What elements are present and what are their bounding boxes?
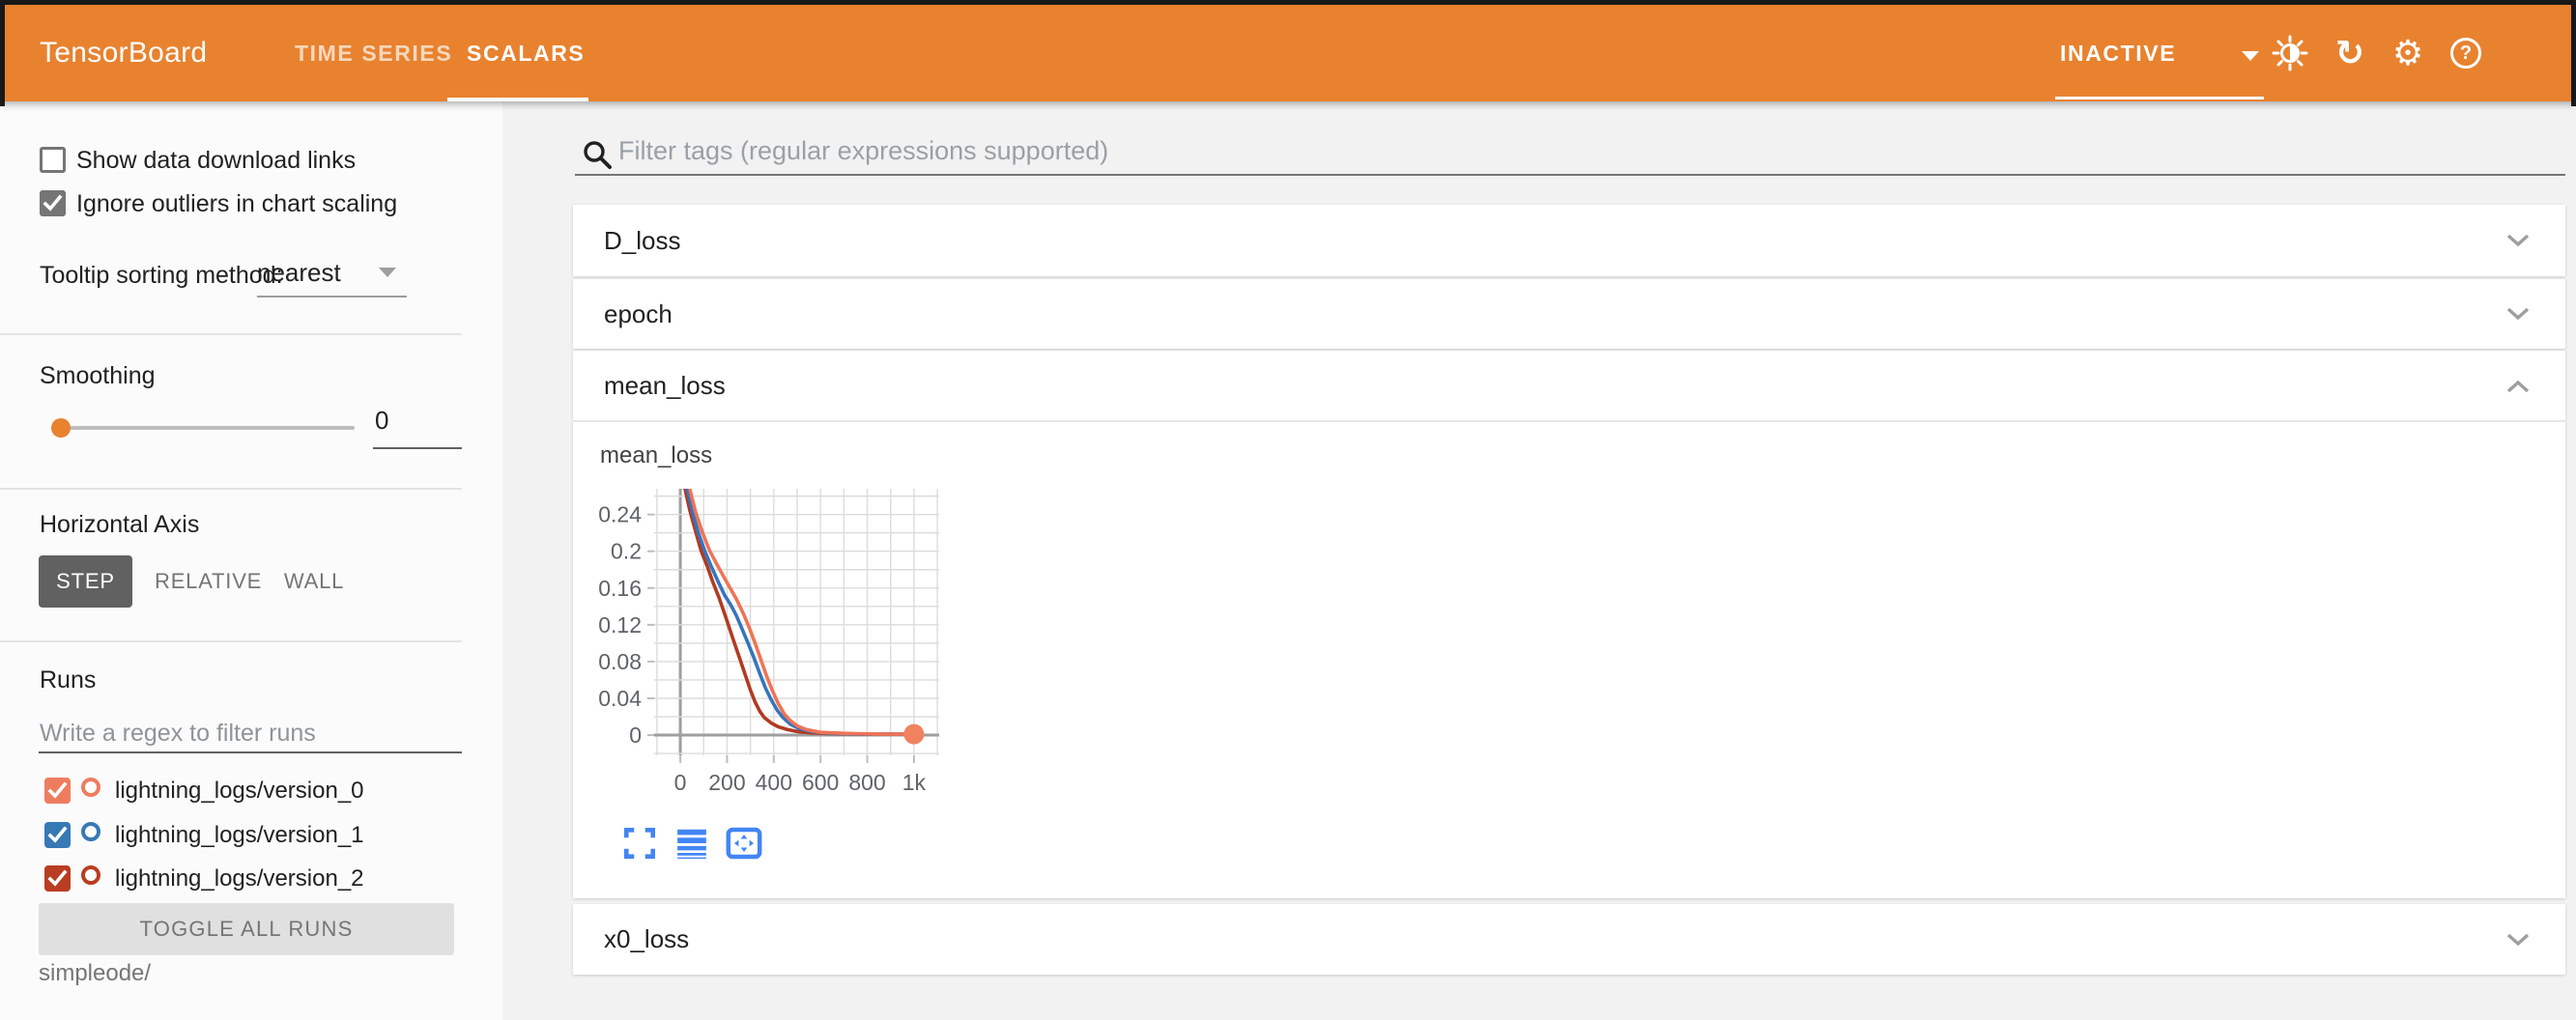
- ignore-outliers-label: Ignore outliers in chart scaling: [76, 190, 398, 217]
- smoothing-slider-track[interactable]: [53, 426, 355, 430]
- fullscreen-icon[interactable]: [621, 826, 658, 861]
- sidebar-divider: [0, 488, 462, 490]
- run-checkbox-version-2[interactable]: [44, 865, 71, 892]
- card-header-divider: [573, 420, 2565, 422]
- sidebar-divider: [0, 333, 462, 335]
- run-isolate-radio-version-1[interactable]: [81, 822, 100, 841]
- run-label-version-2[interactable]: lightning_logs/version_2: [115, 865, 364, 892]
- run-isolate-radio-version-2[interactable]: [81, 865, 100, 885]
- help-icon[interactable]: ?: [2447, 5, 2485, 101]
- section-title: epoch: [604, 299, 673, 328]
- caret-down-icon[interactable]: [2242, 51, 2259, 61]
- section-title: x0_loss: [604, 924, 690, 953]
- tooltip-sorting-label: Tooltip sorting method:: [40, 262, 283, 289]
- axis-wall-button[interactable]: WALL: [283, 569, 345, 593]
- smoothing-label: Smoothing: [40, 362, 156, 389]
- axis-relative-button[interactable]: RELATIVE: [155, 569, 263, 593]
- chart-title: mean_loss: [600, 442, 713, 468]
- chevron-down-icon[interactable]: [2505, 932, 2531, 952]
- run-label-version-0[interactable]: lightning_logs/version_0: [115, 778, 364, 804]
- run-label-version-1[interactable]: lightning_logs/version_1: [115, 822, 364, 848]
- section-card-x0-loss[interactable]: x0_loss: [573, 904, 2565, 975]
- smoothing-value-underline: [373, 447, 462, 449]
- section-card-epoch[interactable]: epoch: [573, 279, 2565, 349]
- svg-text:600: 600: [802, 770, 839, 795]
- filter-tags-underline: [575, 174, 2565, 176]
- svg-text:1k: 1k: [902, 770, 927, 795]
- runs-filter-input[interactable]: Write a regex to filter runs: [40, 720, 316, 747]
- refresh-icon[interactable]: ↻: [2334, 33, 2365, 72]
- section-title: D_loss: [604, 226, 681, 255]
- help-question-glyph: ?: [2450, 38, 2481, 69]
- brightness-icon[interactable]: [2271, 5, 2309, 101]
- settings-sidebar: Show data download links Ignore outliers…: [0, 101, 502, 1020]
- svg-text:200: 200: [708, 770, 745, 795]
- window-frame-top: [0, 0, 2576, 5]
- filter-tags-input[interactable]: Filter tags (regular expressions support…: [618, 136, 1109, 165]
- runs-heading: Runs: [40, 666, 97, 694]
- app-header: TensorBoard TIME SERIES SCALARS INACTIVE…: [0, 5, 2576, 101]
- window-frame-left: [0, 0, 5, 106]
- toggle-all-runs-button[interactable]: TOGGLE ALL RUNS: [39, 903, 454, 955]
- chevron-down-icon[interactable]: [2505, 306, 2531, 326]
- run-isolate-radio-version-0[interactable]: [81, 778, 100, 797]
- active-tab-underline: [447, 98, 588, 101]
- chevron-down-icon[interactable]: [2505, 233, 2531, 253]
- search-icon: [581, 138, 614, 176]
- svg-text:400: 400: [756, 770, 792, 795]
- svg-text:0.08: 0.08: [598, 649, 642, 674]
- section-card-mean-loss: mean_loss mean_loss 0 200 400 600 800 1k 0 0.04…: [573, 351, 2565, 898]
- runs-filter-underline: [39, 751, 462, 753]
- section-card-d-loss[interactable]: D_loss: [573, 205, 2565, 276]
- caret-down-icon: [379, 268, 396, 277]
- run-status-underline: [2055, 97, 2264, 99]
- sidebar-divider: [0, 640, 462, 642]
- show-download-links-label: Show data download links: [76, 147, 357, 174]
- run-checkbox-version-1[interactable]: [44, 822, 71, 848]
- tooltip-sorting-select[interactable]: nearest: [257, 258, 341, 287]
- chart-toolbar: [621, 826, 762, 861]
- horizontal-axis-label: Horizontal Axis: [40, 511, 200, 538]
- svg-text:0.12: 0.12: [598, 612, 642, 638]
- smoothing-slider-thumb[interactable]: [51, 418, 71, 438]
- app-title: TensorBoard: [40, 37, 208, 69]
- show-download-links-checkbox[interactable]: [40, 147, 66, 173]
- svg-text:800: 800: [848, 770, 885, 795]
- settings-gear-icon[interactable]: ⚙: [2391, 33, 2424, 72]
- svg-text:0: 0: [629, 722, 642, 748]
- tooltip-sorting-underline: [257, 296, 407, 298]
- runs-root-path: simpleode/: [39, 960, 152, 986]
- log-scale-icon[interactable]: [673, 826, 710, 861]
- mean-loss-chart[interactable]: 0 200 400 600 800 1k 0 0.04 0.08 0.12 0.16 0.2 0.24: [575, 439, 1116, 864]
- svg-text:0.24: 0.24: [598, 502, 642, 527]
- ignore-outliers-checkbox[interactable]: [40, 190, 66, 216]
- smoothing-value-field[interactable]: 0: [375, 406, 389, 435]
- chevron-up-icon[interactable]: [2505, 379, 2531, 399]
- tab-time-series[interactable]: TIME SERIES: [295, 41, 453, 66]
- svg-text:0.16: 0.16: [598, 576, 642, 601]
- svg-text:0.2: 0.2: [611, 539, 642, 564]
- svg-text:0: 0: [674, 770, 687, 795]
- tab-scalars[interactable]: SCALARS: [467, 41, 586, 66]
- run-checkbox-version-0[interactable]: [44, 778, 71, 804]
- fit-domain-icon[interactable]: [726, 826, 762, 861]
- run-status-dropdown[interactable]: INACTIVE: [2060, 41, 2177, 66]
- window-frame-right: [2571, 0, 2576, 106]
- svg-text:0.04: 0.04: [598, 686, 642, 711]
- axis-step-button[interactable]: STEP: [39, 555, 132, 608]
- section-title[interactable]: mean_loss: [604, 371, 726, 400]
